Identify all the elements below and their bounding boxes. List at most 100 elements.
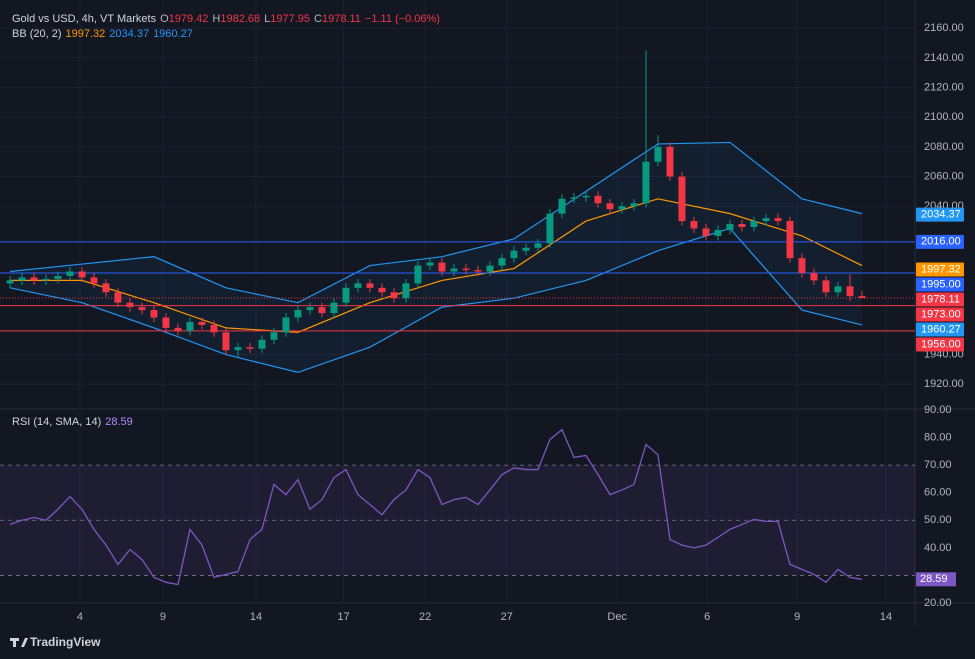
candle-body: [126, 302, 134, 308]
candle-body: [510, 250, 518, 259]
y-tick-label: 1920.00: [924, 378, 964, 390]
x-tick-label: 22: [419, 611, 431, 623]
x-tick-label: 17: [337, 611, 349, 623]
candle-body: [474, 270, 482, 272]
price-tag-label: 2034.37: [921, 208, 961, 220]
candle-body: [294, 310, 302, 318]
candle-body: [246, 347, 254, 349]
candle-body: [66, 271, 74, 276]
symbol-legend: Gold vs USD, 4h, VT Markets O1979.42 H1982…: [12, 13, 444, 25]
candle-body: [90, 277, 98, 284]
x-tick-label: 9: [794, 611, 800, 623]
candle-body: [642, 161, 650, 204]
price-tag: [916, 277, 964, 292]
price-tag: [916, 292, 964, 307]
candle-body: [618, 206, 626, 210]
price-tag-label: 1960.27: [921, 323, 961, 335]
rsi-line: [9, 428, 863, 586]
y-tick-label: 20.00: [924, 597, 952, 609]
y-tick-label: 90.00: [924, 404, 952, 416]
candle-body: [30, 277, 38, 281]
ohlc-value: 1979.42: [168, 13, 209, 25]
price-tag-label: 1973.00: [921, 308, 961, 320]
candle-body: [222, 332, 230, 351]
rsi-value: 28.59: [105, 416, 133, 428]
symbol-title: Gold vs USD, 4h, VT Markets: [12, 13, 157, 25]
x-tick-label: 9: [160, 611, 166, 623]
candle-body: [234, 347, 242, 351]
candle-body: [654, 146, 662, 162]
candle-body: [762, 218, 770, 222]
brand-logo: [10, 638, 28, 647]
candle-body: [702, 228, 710, 236]
y-tick-label: 2160.00: [924, 22, 964, 34]
candle-body: [438, 262, 446, 272]
candle-body: [738, 224, 746, 227]
candle-body: [558, 198, 566, 214]
y-tick-label: 50.00: [924, 514, 952, 526]
candle-body: [186, 321, 194, 331]
candle-body: [786, 221, 794, 259]
candle-body: [354, 283, 362, 288]
x-tick-label: 14: [250, 611, 262, 623]
candle-body: [666, 146, 674, 177]
candle-body: [174, 327, 182, 331]
y-tick-label: 2140.00: [924, 52, 964, 64]
candle-body: [594, 195, 602, 204]
candle-body: [690, 221, 698, 229]
change-value: −1.11 (−0.06%): [364, 13, 440, 25]
price-tag-label: 1995.00: [921, 278, 961, 290]
candle-body: [18, 277, 26, 281]
candle-body: [198, 321, 206, 325]
candle-body: [54, 275, 62, 279]
candle-body: [210, 324, 218, 333]
y-tick-label: 2080.00: [924, 141, 964, 153]
candle-body: [318, 307, 326, 314]
candle-body: [150, 310, 158, 318]
candle-body: [498, 258, 506, 266]
candle-body: [78, 271, 86, 278]
candle-body: [330, 302, 338, 314]
bb-value: 2034.37: [109, 28, 150, 40]
candle-body: [810, 272, 818, 281]
candle-body: [462, 268, 470, 271]
bb-line: [9, 198, 863, 333]
ohlc-label: C: [314, 13, 322, 25]
rsi-title: RSI (14, SMA, 14): [12, 416, 102, 428]
candle-body: [630, 203, 638, 207]
bb-value: 1997.32: [65, 28, 106, 40]
x-tick-label: Dec: [607, 611, 627, 623]
y-tick-label: 80.00: [924, 431, 952, 443]
candle-body: [366, 283, 374, 288]
candle-body: [846, 286, 854, 297]
price-tag-label: 1978.11: [921, 293, 960, 305]
price-tag: [916, 207, 964, 222]
price-tag: [916, 337, 964, 352]
candle-body: [858, 296, 866, 299]
candle-body: [378, 287, 386, 293]
x-tick-label: 4: [77, 611, 83, 623]
candle-body: [114, 292, 122, 303]
y-tick-label: 2120.00: [924, 81, 964, 93]
candle-body: [798, 258, 806, 273]
candle-body: [342, 287, 350, 303]
bb-title: BB (20, 2): [12, 28, 62, 40]
price-tag: [916, 234, 964, 249]
ohlc-label: O: [160, 13, 169, 25]
candle-body: [714, 229, 722, 236]
x-tick-label: 6: [704, 611, 710, 623]
x-tick-label: 14: [880, 611, 892, 623]
price-tag-label: 2016.00: [921, 236, 961, 248]
ohlc-value: 1982.68: [220, 13, 261, 25]
candle-body: [282, 317, 290, 333]
y-tick-label: 60.00: [924, 487, 952, 499]
x-tick-label: 27: [501, 611, 513, 623]
brand-name: TradingView: [30, 635, 101, 649]
y-tick-label: 40.00: [924, 542, 952, 554]
candle-body: [774, 218, 782, 222]
candle-body: [270, 332, 278, 340]
candle-body: [306, 307, 314, 311]
candle-body: [414, 265, 422, 284]
